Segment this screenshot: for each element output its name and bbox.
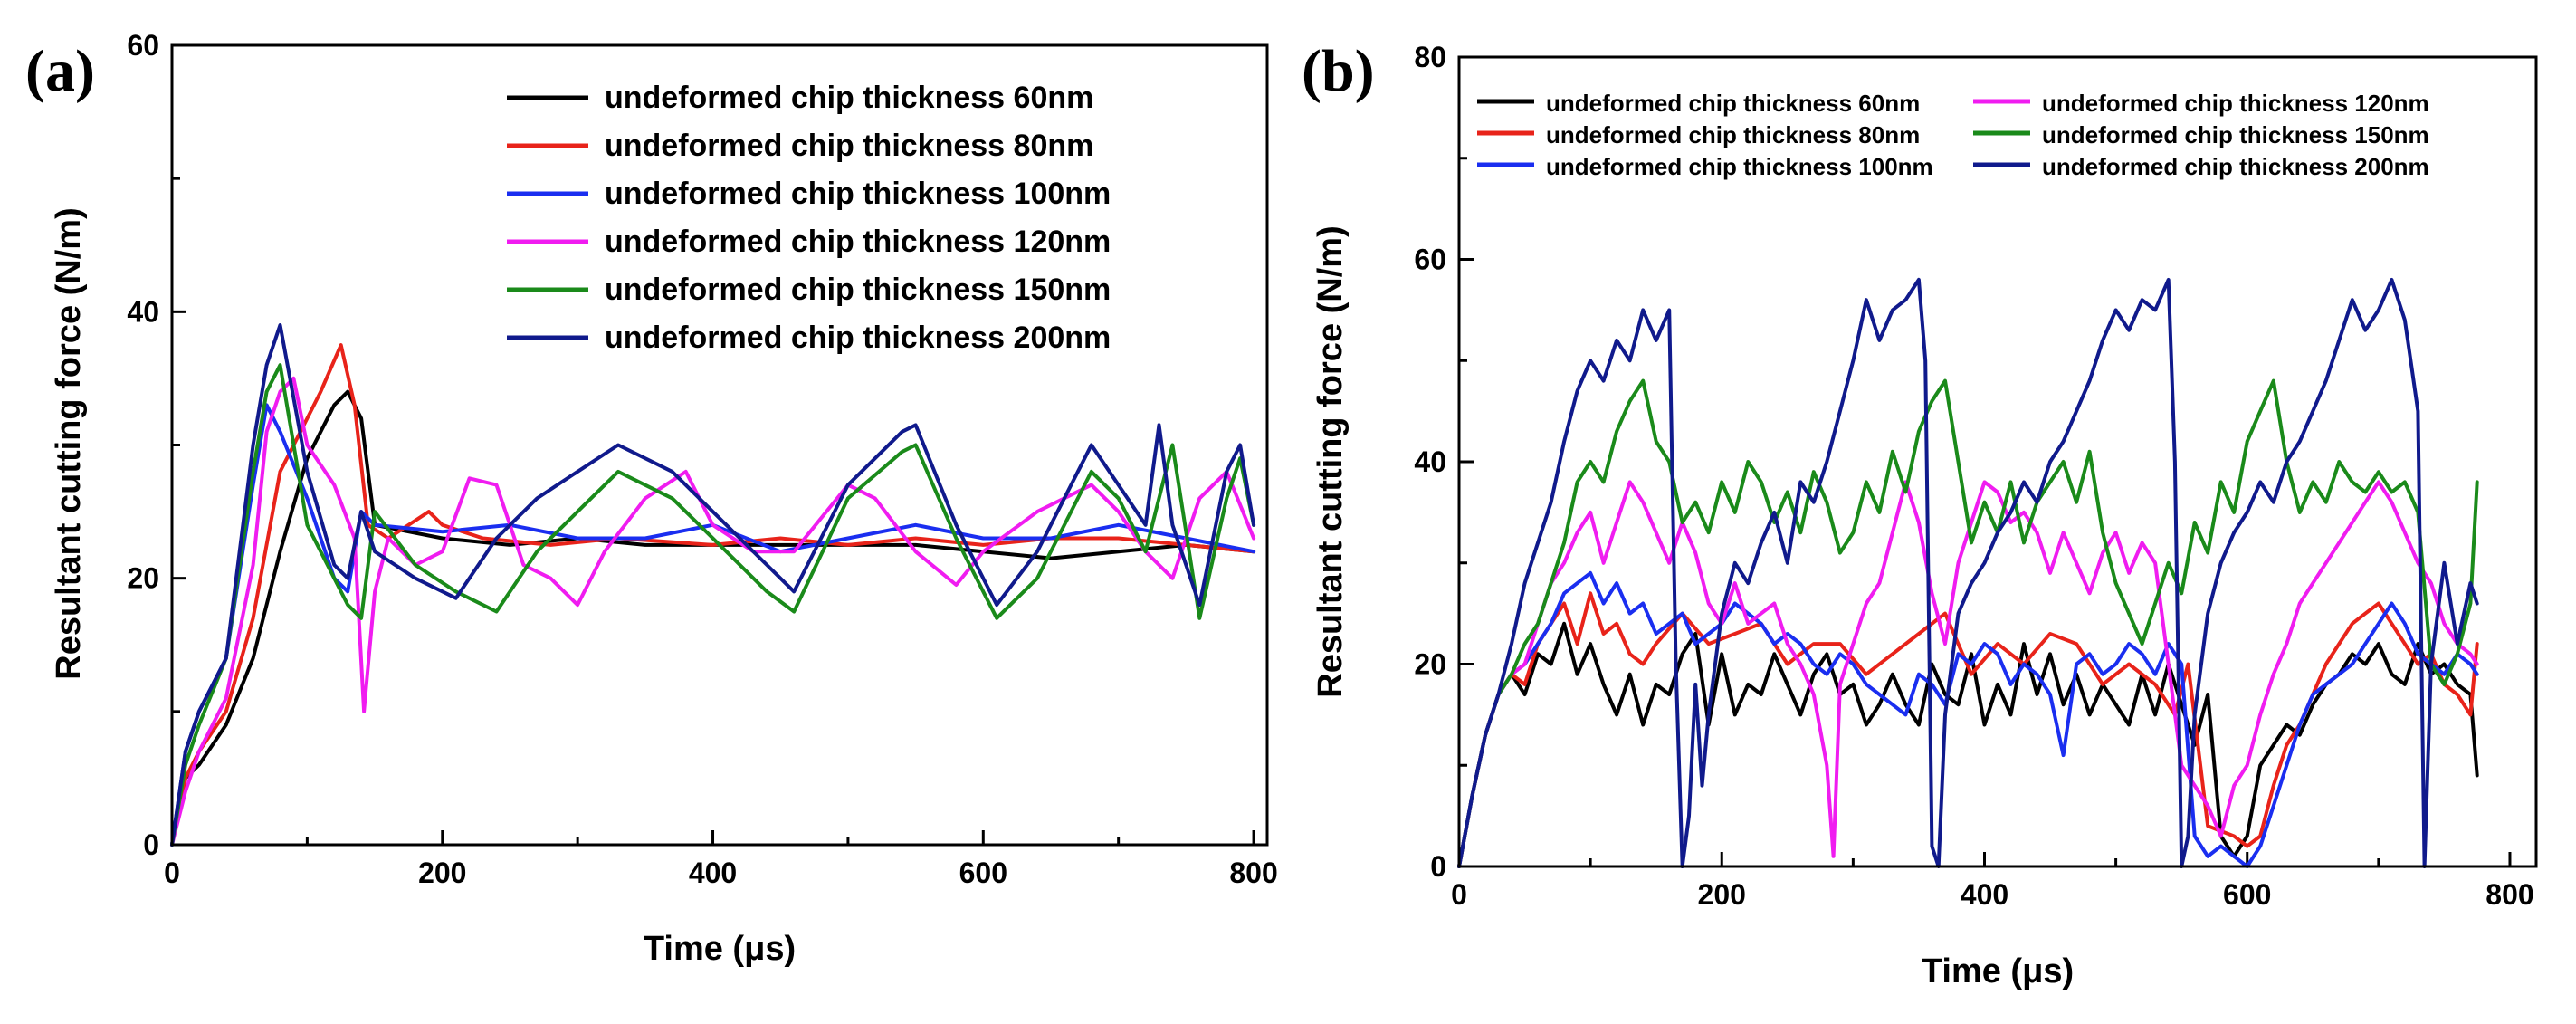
y-axis-title-b: Resultant cutting force (N/m) (1312, 225, 1350, 697)
legend-label: undeformed chip thickness 200nm (605, 321, 1111, 355)
x-tick-label: 800 (1229, 857, 1277, 889)
legend-a: undeformed chip thickness 60nm undeformed… (507, 81, 1111, 355)
y-axis-title-a: Resultant cutting force (N/m) (50, 207, 88, 679)
series-line-2 (1457, 570, 2479, 868)
series-line-5 (170, 323, 1256, 847)
y-tick-label: 60 (127, 29, 159, 62)
x-tick-label: 800 (2485, 878, 2533, 911)
legend-label: undeformed chip thickness 150nm (2042, 121, 2429, 148)
legend-label: undeformed chip thickness 100nm (1546, 153, 1933, 180)
series-lines-b (1457, 277, 2479, 868)
plot-frame-b (1457, 55, 2538, 868)
x-tick-label: 0 (1451, 878, 1467, 911)
y-tick-label: 20 (127, 562, 159, 595)
x-tick-label: 200 (418, 857, 466, 889)
x-tick-label: 200 (1698, 878, 1746, 911)
x-tick-label: 0 (164, 857, 180, 889)
chart-panel-a: (a) 0 200 400 600 800 0 20 40 60 undeformed chip… (25, 29, 1278, 968)
x-axis-title-a: Time (μs) (644, 930, 796, 968)
legend-label: undeformed chip thickness 60nm (605, 81, 1093, 115)
panel-label-b: (b) (1302, 38, 1375, 104)
legend-label: undeformed chip thickness 120nm (2042, 90, 2429, 117)
tick-labels-b: 0 200 400 600 800 0 20 40 60 80 (1414, 41, 2533, 911)
x-tick-label: 600 (959, 857, 1007, 889)
panel-label-a: (a) (25, 38, 95, 104)
series-line-3 (1457, 480, 2479, 868)
y-tick-label: 40 (1414, 445, 1446, 478)
legend-label: undeformed chip thickness 120nm (605, 225, 1111, 259)
series-line-4 (170, 363, 1256, 847)
chart-panel-b: (b) 0 200 400 600 800 0 20 40 60 80 undeformed ch… (1302, 38, 2538, 991)
legend-label: undeformed chip thickness 150nm (605, 273, 1111, 307)
y-tick-label: 60 (1414, 244, 1446, 276)
legend-label: undeformed chip thickness 200nm (2042, 153, 2429, 180)
tick-labels-a: 0 200 400 600 800 0 20 40 60 (127, 29, 1277, 889)
y-tick-label: 40 (127, 295, 159, 328)
y-tick-label: 80 (1414, 41, 1446, 73)
legend-b: undeformed chip thickness 60nm undeformed… (1477, 90, 2429, 180)
x-axis-title-b: Time (μs) (1922, 952, 2074, 991)
series-line-0 (1457, 621, 2479, 868)
series-line-2 (170, 403, 1256, 847)
x-tick-label: 400 (689, 857, 737, 889)
plot-frame-a (170, 43, 1269, 847)
y-tick-label: 20 (1414, 648, 1446, 681)
y-tick-label: 0 (143, 828, 159, 861)
series-lines-a (170, 323, 1256, 847)
x-tick-label: 600 (2223, 878, 2271, 911)
legend-label: undeformed chip thickness 60nm (1546, 90, 1920, 117)
legend-label: undeformed chip thickness 100nm (605, 177, 1111, 211)
x-tick-label: 400 (1961, 878, 2008, 911)
series-line-4 (1457, 378, 2479, 868)
legend-label: undeformed chip thickness 80nm (1546, 121, 1920, 148)
y-tick-label: 0 (1430, 850, 1446, 883)
series-line-5 (1457, 277, 2479, 868)
series-line-0 (170, 389, 1256, 847)
series-line-1 (170, 343, 1256, 847)
series-line-1 (1457, 591, 2479, 868)
legend-label: undeformed chip thickness 80nm (605, 129, 1093, 163)
